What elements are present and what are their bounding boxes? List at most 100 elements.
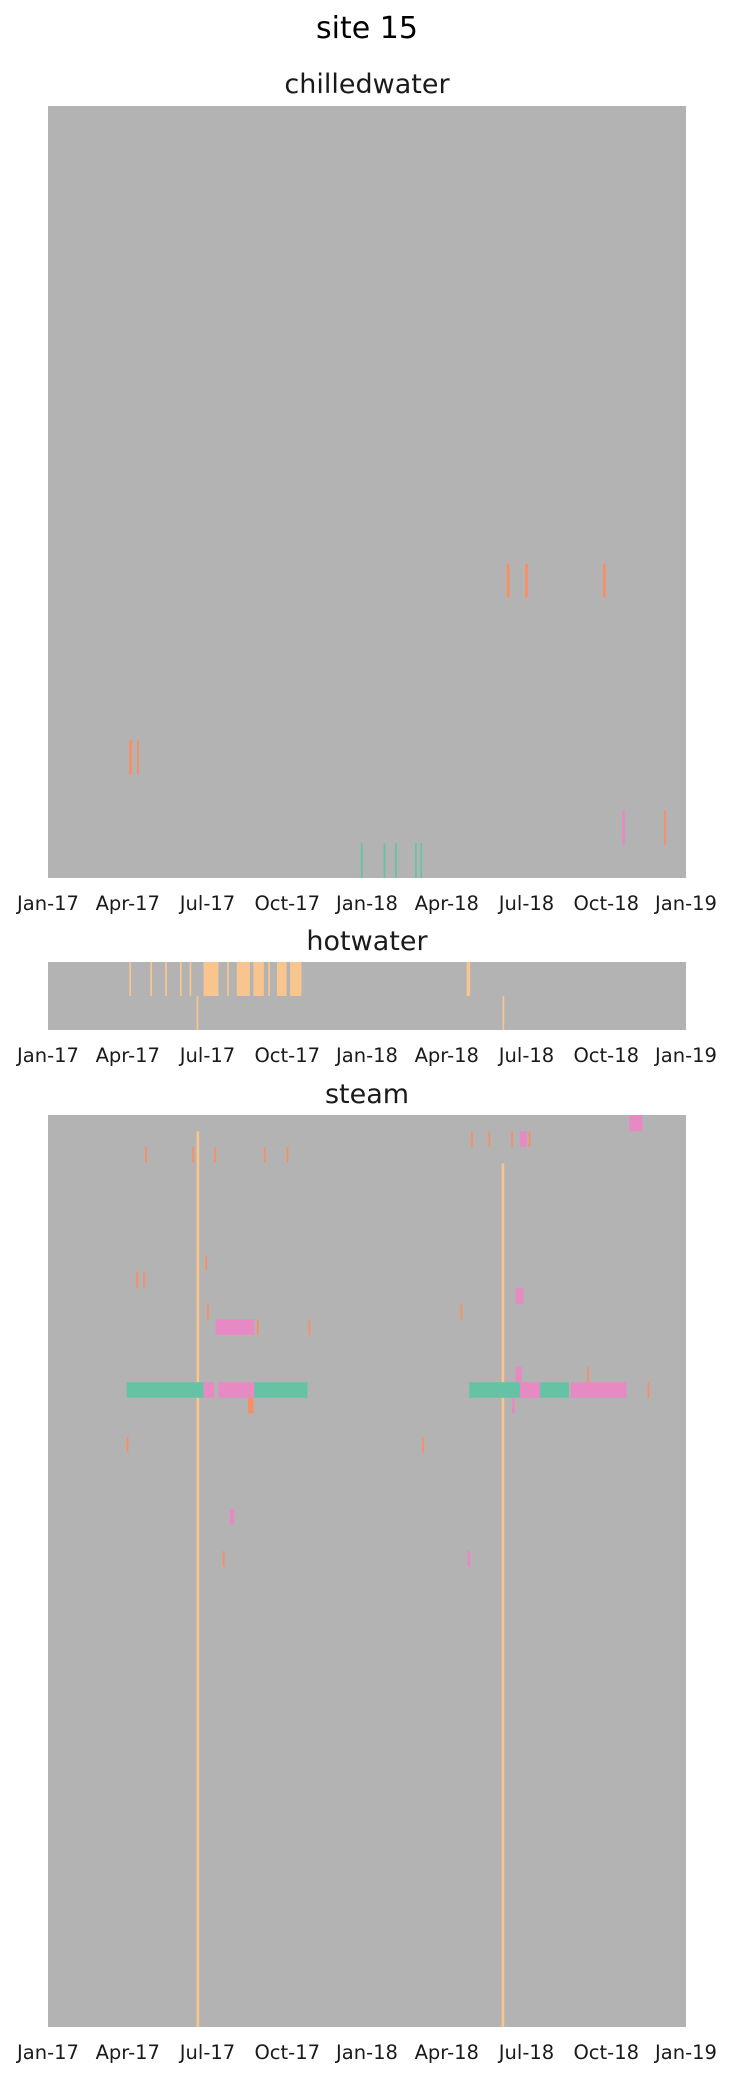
heatmap-cell <box>214 1146 216 1163</box>
heatmap-cell <box>126 1436 129 1453</box>
heatmap-cell <box>205 1256 208 1271</box>
plot-background <box>48 962 686 1030</box>
heatmap-cell <box>196 996 199 1030</box>
heatmap-cell <box>488 1131 491 1147</box>
heatmap-cell <box>229 1508 235 1525</box>
heatmap-cell <box>420 843 423 878</box>
x-tick-label: Jan-18 <box>334 1044 398 1067</box>
heatmap-cell <box>664 810 666 845</box>
x-tick-label: Jan-19 <box>653 2041 717 2064</box>
heatmap-cell <box>179 962 182 996</box>
heatmap-cell <box>207 1303 209 1320</box>
heatmap-cell <box>502 996 505 1030</box>
x-tick-label: Oct-17 <box>254 2041 320 2064</box>
x-tick-label: Jan-17 <box>15 892 79 915</box>
heatmap-cell <box>263 1146 266 1163</box>
heatmap-cell <box>515 1366 522 1383</box>
x-tick-label: Jan-18 <box>334 892 398 915</box>
heatmap-cell <box>506 563 510 598</box>
heatmap-cell <box>256 1319 259 1335</box>
x-tick-label: Jan-17 <box>15 2041 79 2064</box>
heatmap-cell <box>587 1366 589 1383</box>
x-tick-label: Jul-18 <box>497 892 554 915</box>
heatmap-cell <box>145 1146 147 1163</box>
heatmap-cell <box>143 1271 146 1289</box>
x-tick-label: Oct-18 <box>573 892 639 915</box>
heatmap-cell <box>415 843 417 878</box>
x-tick-label: Oct-18 <box>573 2041 639 2064</box>
heatmap-cell <box>253 962 264 996</box>
x-tick-label: Jul-18 <box>497 2041 554 2064</box>
heatmap-cell <box>215 1319 255 1335</box>
heatmap-cell <box>136 1271 139 1289</box>
panel-title: chilledwater <box>284 69 450 100</box>
panel-steam: steam Jan-17 Apr-17 Jul-17 Oct-17 Jan-18 Apr-1… <box>15 1079 717 2064</box>
heatmap-cell <box>290 962 302 996</box>
heatmap-cell <box>525 563 528 598</box>
heatmap-cell <box>629 1115 643 1132</box>
heatmap-cell <box>602 563 606 598</box>
x-tick-label: Jul-18 <box>497 1044 554 1067</box>
heatmap-cell <box>203 962 219 996</box>
heatmap-cell <box>236 962 250 996</box>
heatmap-cell <box>137 739 139 775</box>
heatmap-cell <box>622 810 625 845</box>
x-tick-label: Oct-17 <box>254 1044 320 1067</box>
panel-hotwater: hotwater Jan-17 Apr-17 Jul-17 Oct-17 Jan-18 Ap… <box>15 926 717 1067</box>
heatmap-cell <box>471 1131 473 1147</box>
x-tick-label: Apr-18 <box>415 1044 479 1067</box>
heatmap-cell <box>570 1382 627 1398</box>
panel-title: steam <box>325 1079 409 1110</box>
heatmap-cell <box>394 843 397 878</box>
heatmap-cell <box>460 1303 463 1320</box>
heatmap-cell <box>501 1163 505 2027</box>
x-tick-label: Apr-17 <box>96 2041 160 2064</box>
x-tick-label: Jan-17 <box>15 1044 79 1067</box>
x-tick-label: Jan-19 <box>653 892 717 915</box>
heatmap-cell <box>422 1436 424 1453</box>
heatmap-cell <box>360 843 363 878</box>
x-tick-label: Apr-17 <box>96 892 160 915</box>
x-tick-label: Oct-17 <box>254 892 320 915</box>
heatmap-cell <box>218 1382 255 1398</box>
heatmap-cell <box>383 843 386 878</box>
x-tick-label: Jul-17 <box>178 2041 235 2064</box>
heatmap-cell <box>519 1131 527 1147</box>
heatmap-cell <box>528 1131 531 1147</box>
x-tick-label: Apr-18 <box>415 2041 479 2064</box>
heatmap-cell <box>126 1382 204 1398</box>
heatmap-cell <box>467 1550 471 1567</box>
heatmap-cell <box>129 962 132 996</box>
x-tick-label: Oct-18 <box>573 1044 639 1067</box>
heatmap-cell <box>189 962 192 996</box>
heatmap-cell <box>203 1382 215 1398</box>
plot-background <box>48 106 686 878</box>
heatmap-cell <box>227 962 229 996</box>
panels: chilledwater Jan-17 Apr-17 Jul-17 Oct-17 Jan-… <box>15 69 717 2064</box>
heatmap-cell <box>222 1550 225 1567</box>
heatmap-cell <box>268 962 270 996</box>
heatmap-cell <box>515 1288 524 1304</box>
heatmap-cell <box>540 1382 569 1398</box>
heatmap-cell <box>647 1382 650 1398</box>
heatmap-cell <box>286 1146 289 1163</box>
heatmap-cell <box>512 1397 515 1414</box>
heatmap-cell <box>276 962 287 996</box>
heatmap-cell <box>196 1131 200 2027</box>
x-tick-label: Jan-18 <box>334 2041 398 2064</box>
x-tick-label: Jul-17 <box>178 1044 235 1067</box>
heatmap-cell <box>192 1146 194 1163</box>
heatmap-cell <box>165 962 167 996</box>
figure-title: site 15 <box>316 11 418 46</box>
x-tick-label: Jan-19 <box>653 1044 717 1067</box>
heatmap-cell <box>519 1382 541 1398</box>
heatmap-cell <box>129 739 132 775</box>
heatmap-cell <box>469 1382 520 1398</box>
heatmap-cell <box>248 1397 254 1414</box>
heatmap-cell <box>254 1382 308 1398</box>
panel-title: hotwater <box>306 926 428 957</box>
heatmap-cell <box>466 962 471 996</box>
panel-chilledwater: chilledwater Jan-17 Apr-17 Jul-17 Oct-17 Jan-… <box>15 69 717 915</box>
x-tick-label: Apr-17 <box>96 1044 160 1067</box>
